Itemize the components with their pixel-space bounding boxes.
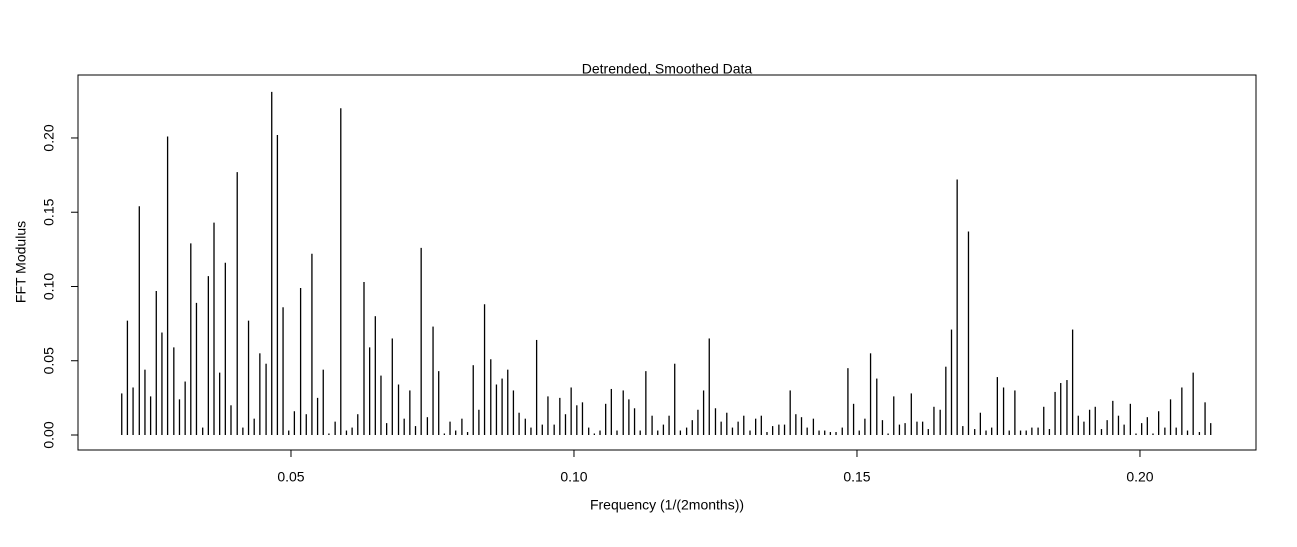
- y-axis-label: FFT Modulus: [13, 221, 29, 303]
- x-tick-label: 0.15: [843, 469, 870, 485]
- y-tick-label: 0.00: [41, 421, 57, 448]
- y-tick-label: 0.15: [41, 198, 57, 225]
- x-tick-label: 0.05: [277, 469, 304, 485]
- x-tick-label: 0.20: [1126, 469, 1153, 485]
- x-axis-label: Frequency (1/(2months)): [590, 497, 744, 513]
- y-tick-label: 0.20: [41, 124, 57, 151]
- y-tick-label: 0.10: [41, 273, 57, 300]
- plot-frame: [77, 74, 1257, 451]
- x-tick-label: 0.10: [560, 469, 587, 485]
- chart-title: Detrended, Smoothed Data: [582, 61, 753, 77]
- y-tick-label: 0.05: [41, 347, 57, 374]
